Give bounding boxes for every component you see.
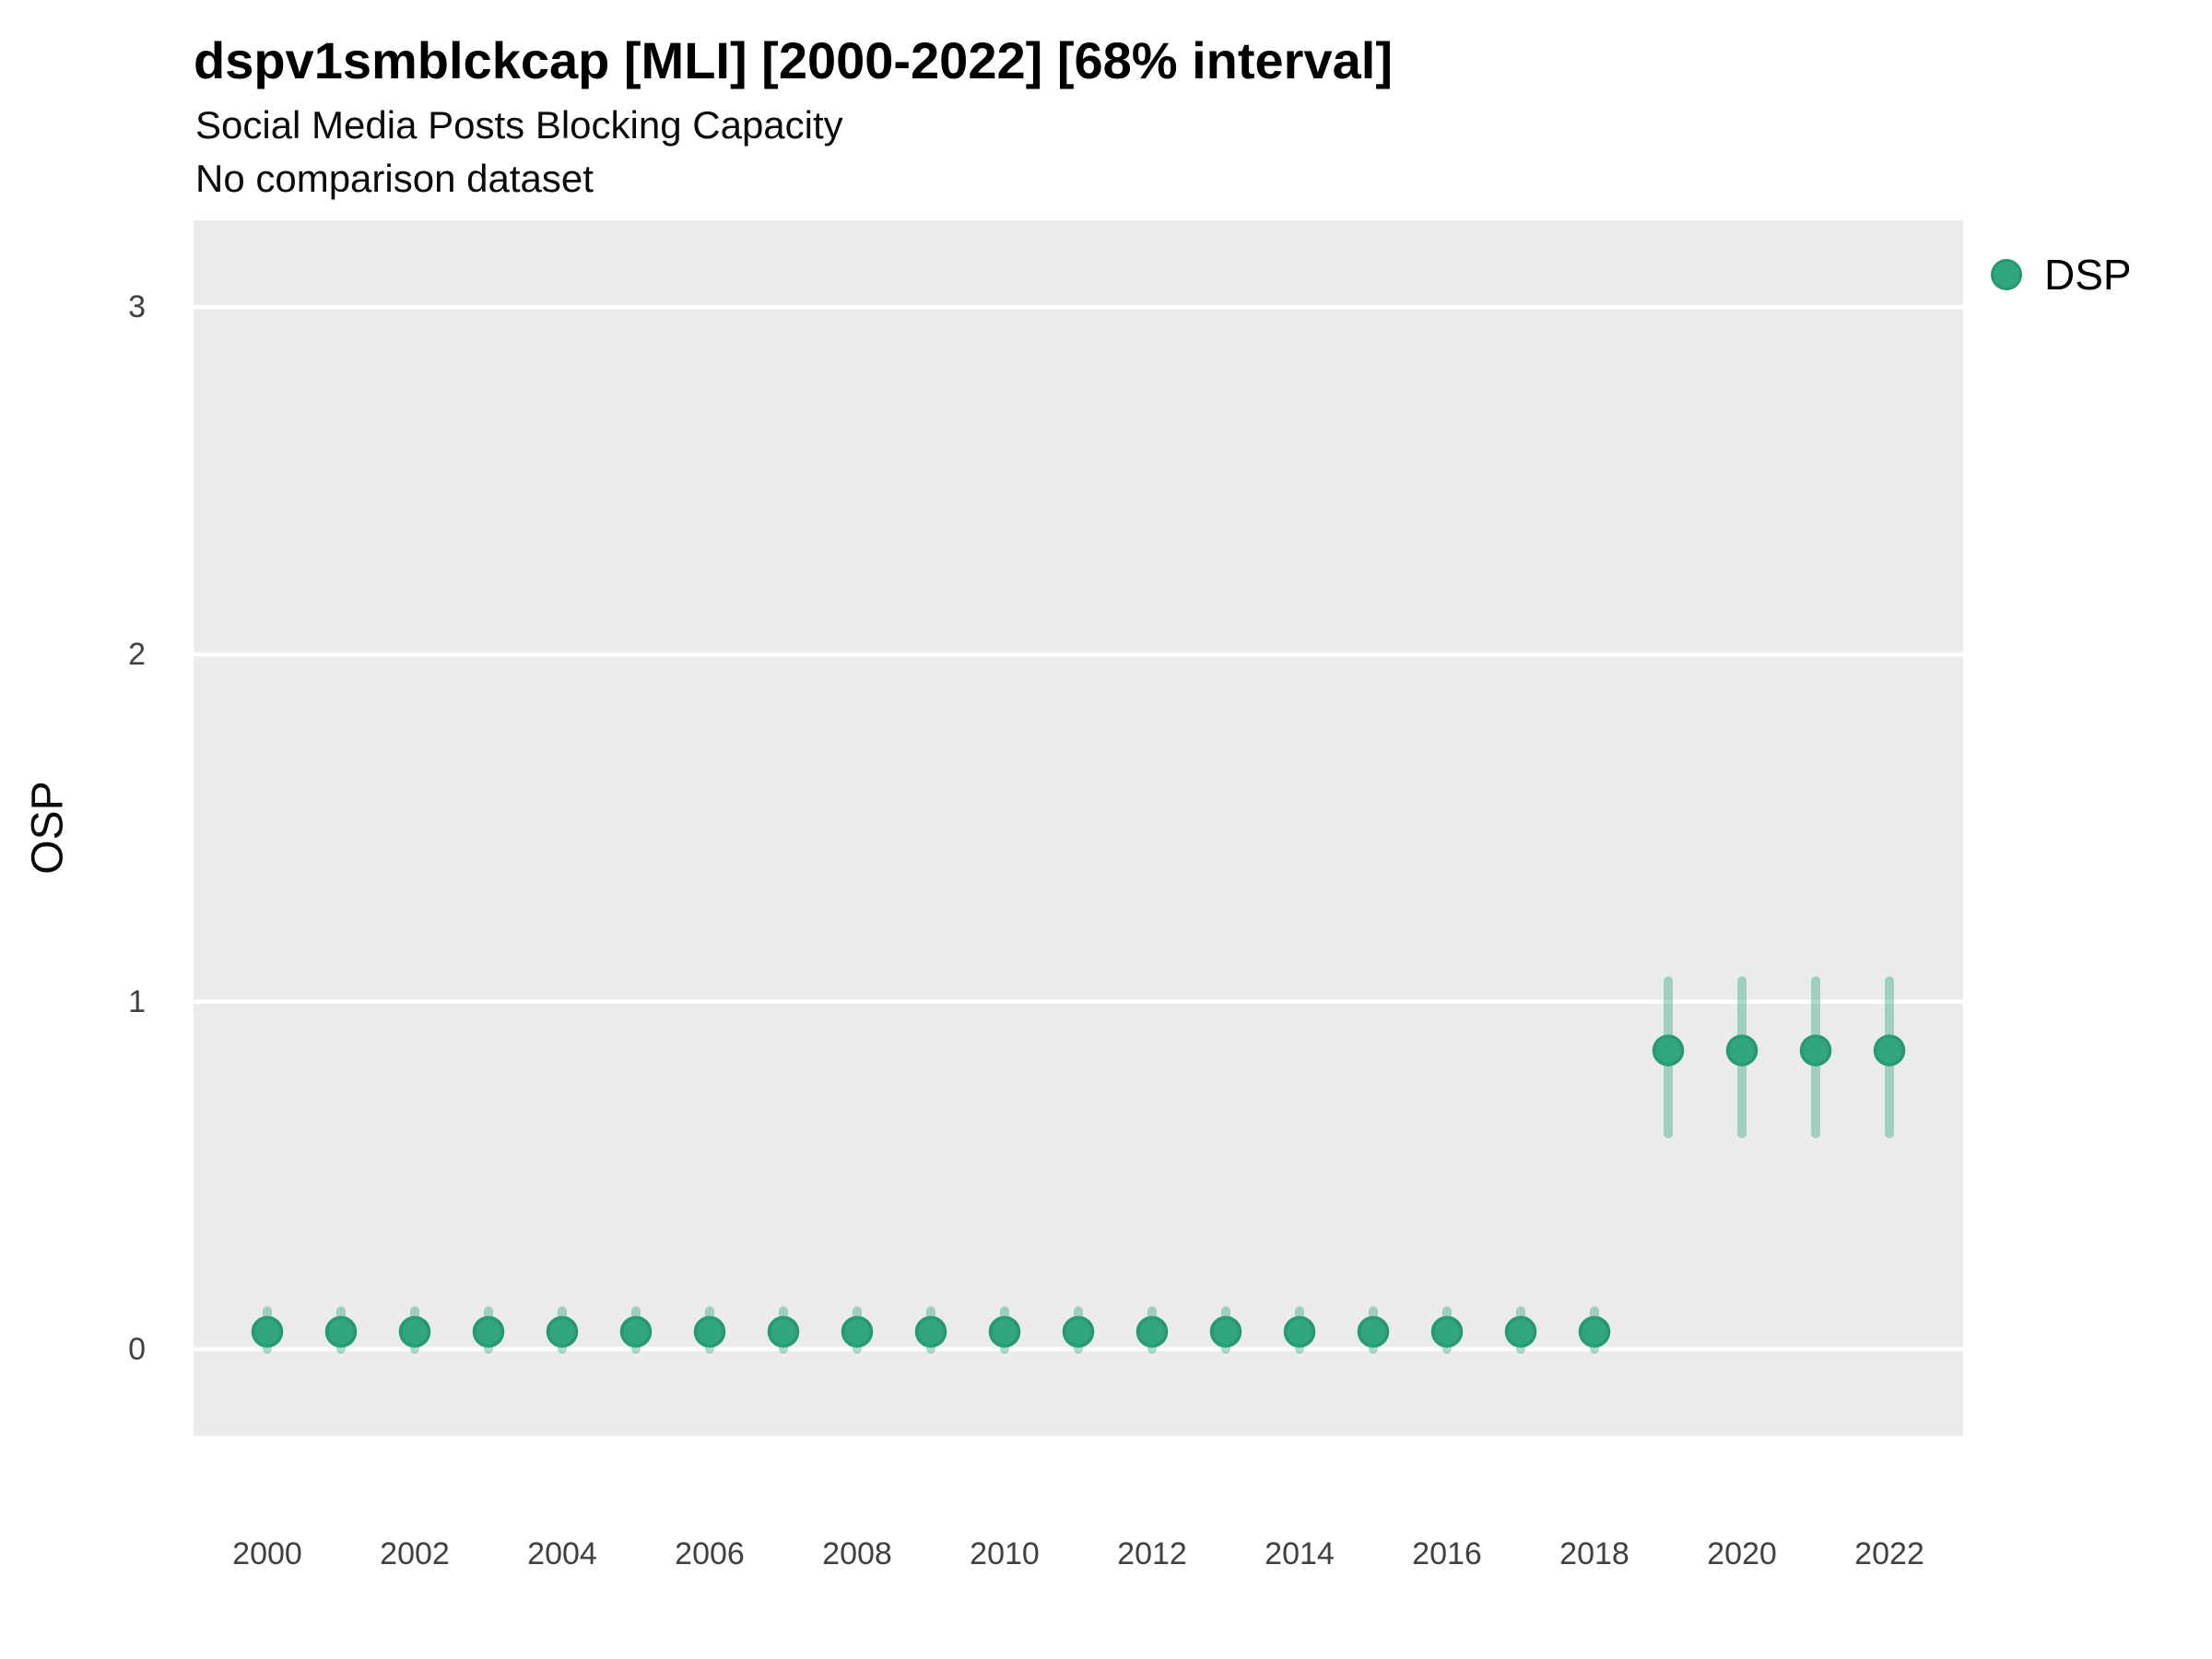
panel-background [194,220,1963,1436]
y-tick-label-0: 0 [128,1331,146,1367]
data-point-2022 [1873,1034,1906,1066]
legend-point-icon [1991,259,2022,290]
data-point-2004 [546,1315,579,1348]
data-point-2011 [1062,1315,1095,1348]
data-point-2010 [988,1315,1021,1348]
x-tick-label-2016: 2016 [1412,1536,1482,1571]
data-point-2015 [1357,1315,1390,1348]
data-point-2019 [1652,1034,1685,1066]
data-point-2016 [1430,1315,1464,1348]
x-tick-label-2008: 2008 [822,1536,892,1571]
data-point-2020 [1725,1034,1759,1066]
x-tick-label-2020: 2020 [1707,1536,1777,1571]
x-tick-label-2006: 2006 [675,1536,745,1571]
data-point-2002 [398,1315,431,1348]
data-point-2003 [472,1315,505,1348]
data-point-2018 [1578,1315,1611,1348]
chart-note: No comparison dataset [195,157,594,200]
y-tick-label-1: 1 [128,983,146,1019]
x-tick-label-2000: 2000 [232,1536,302,1571]
legend-label: DSP [2044,251,2132,299]
x-tick-label-2004: 2004 [527,1536,597,1571]
y-tick-label-2: 2 [128,637,146,673]
data-point-2007 [767,1315,800,1348]
data-point-2005 [619,1315,653,1348]
x-tick-label-2022: 2022 [1854,1536,1924,1571]
y-axis-title: OSP [23,781,73,875]
plot-panel [194,220,1963,1436]
data-point-2009 [914,1315,947,1348]
x-tick-label-2010: 2010 [970,1536,1040,1571]
legend: DSP [1991,249,2132,300]
y-tick-label-3: 3 [128,289,146,325]
data-point-2000 [251,1315,284,1348]
x-tick-label-2002: 2002 [380,1536,450,1571]
data-point-2008 [841,1315,874,1348]
x-tick-label-2014: 2014 [1265,1536,1335,1571]
data-point-2021 [1799,1034,1832,1066]
data-point-2014 [1283,1315,1316,1348]
data-point-2013 [1209,1315,1242,1348]
data-point-2006 [693,1315,726,1348]
data-point-2017 [1504,1315,1537,1348]
data-point-2001 [324,1315,358,1348]
x-tick-label-2018: 2018 [1559,1536,1630,1571]
x-tick-label-2012: 2012 [1117,1536,1187,1571]
chart-subtitle: Social Media Posts Blocking Capacity [195,103,843,147]
chart-title: dspv1smblckcap [MLI] [2000-2022] [68% in… [194,31,1393,89]
data-point-2012 [1135,1315,1169,1348]
